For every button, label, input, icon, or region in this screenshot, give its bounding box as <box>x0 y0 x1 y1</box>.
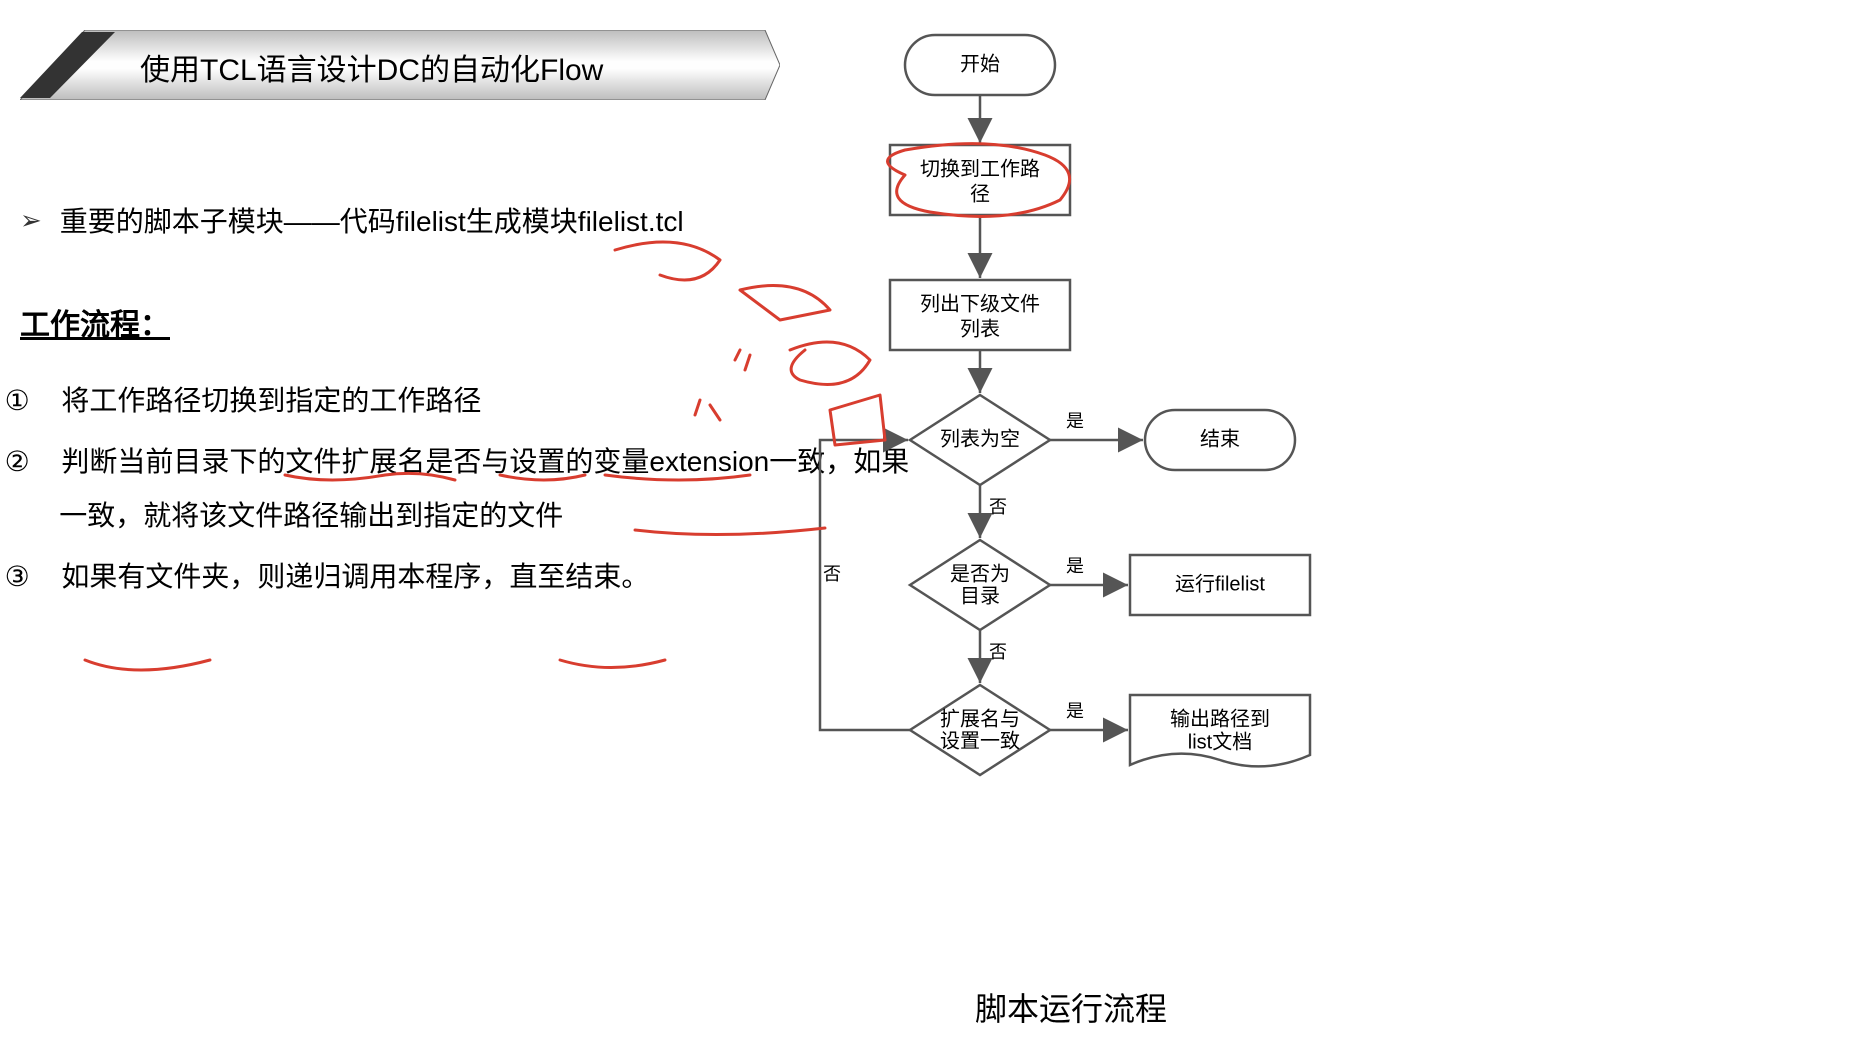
flow-node-isdir-label2: 目录 <box>960 585 1000 607</box>
arrow-bullet-icon: ➢ <box>20 205 42 236</box>
step-number-icon: ① <box>20 374 54 429</box>
flow-edge-label: 是 <box>1066 701 1084 721</box>
flow-node-output-label2: list文档 <box>1188 730 1252 753</box>
subtitle-text: 重要的脚本子模块——代码filelist生成模块filelist.tcl <box>60 200 684 240</box>
flow-node-isdir-label1: 是否为 <box>950 562 1010 585</box>
step-number-icon: ② <box>20 435 54 490</box>
flow-node-empty-label: 列表为空 <box>940 427 1020 450</box>
flow-node-cwd-label2: 径 <box>970 182 990 205</box>
flow-edge-loopback <box>820 440 910 730</box>
flow-edge-label: 是 <box>1066 411 1084 431</box>
annotation-underline <box>85 660 210 670</box>
flow-node-list-label2: 列表 <box>960 317 1000 340</box>
step-number-icon: ③ <box>20 550 54 605</box>
flow-edge-label: 否 <box>989 497 1007 517</box>
title-banner: 使用TCL语言设计DC的自动化Flow <box>20 30 780 100</box>
banner-title: 使用TCL语言设计DC的自动化Flow <box>20 30 780 89</box>
annotation-underline <box>560 660 665 668</box>
flow-node-list-label1: 列出下级文件 <box>920 292 1040 315</box>
flow-node-end-label: 结束 <box>1200 427 1240 450</box>
flowchart-caption: 脚本运行流程 <box>975 984 1167 1030</box>
flow-edge-label: 否 <box>823 564 841 584</box>
flowchart-diagram: 开始 切换到工作路 径 列出下级文件 列表 列表为空 是 结束 否 是否为 目录… <box>780 15 1400 845</box>
step-text: 将工作路径切换到指定的工作路径 <box>61 385 481 416</box>
flow-edge-label: 是 <box>1066 556 1084 576</box>
flow-node-start-label: 开始 <box>960 52 1000 75</box>
flow-node-cwd-label1: 切换到工作路 <box>920 157 1040 180</box>
flow-node-runfl-label: 运行filelist <box>1175 572 1265 595</box>
flow-node-ext-label1: 扩展名与 <box>940 707 1020 730</box>
flow-edge-label: 否 <box>989 642 1007 662</box>
flow-node-ext-label2: 设置一致 <box>940 729 1020 752</box>
step-text: 如果有文件夹，则递归调用本程序，直至结束。 <box>61 561 649 592</box>
flow-node-output-label1: 输出路径到 <box>1170 707 1270 730</box>
